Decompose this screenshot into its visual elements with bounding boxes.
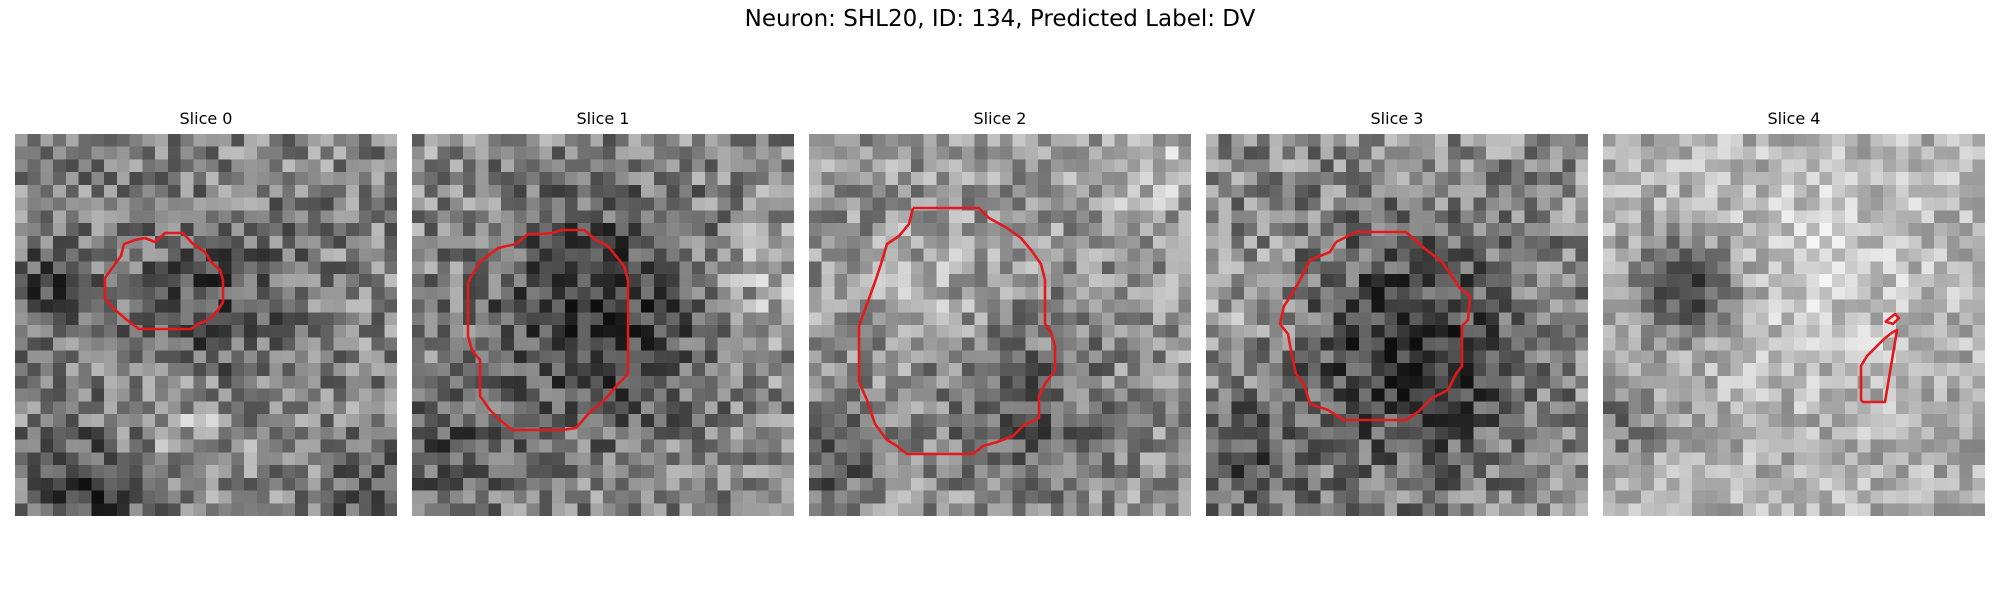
slice-3-image [1206, 134, 1588, 516]
slice-3-title: Slice 3 [1206, 109, 1588, 128]
slice-4-roi-contour [1603, 134, 1985, 516]
slice-1-roi-contour [412, 134, 794, 516]
slice-0-roi-contour [15, 134, 397, 516]
slice-1-image [412, 134, 794, 516]
figure-title: Neuron: SHL20, ID: 134, Predicted Label:… [0, 6, 2000, 32]
slice-1-title: Slice 1 [412, 109, 794, 128]
slice-2-image [809, 134, 1191, 516]
slice-4-image [1603, 134, 1985, 516]
slice-0-image [15, 134, 397, 516]
slice-2-roi-contour [809, 134, 1191, 516]
slice-0-title: Slice 0 [15, 109, 397, 128]
slice-3-roi-contour [1206, 134, 1588, 516]
slice-4-title: Slice 4 [1603, 109, 1985, 128]
slice-2-title: Slice 2 [809, 109, 1191, 128]
